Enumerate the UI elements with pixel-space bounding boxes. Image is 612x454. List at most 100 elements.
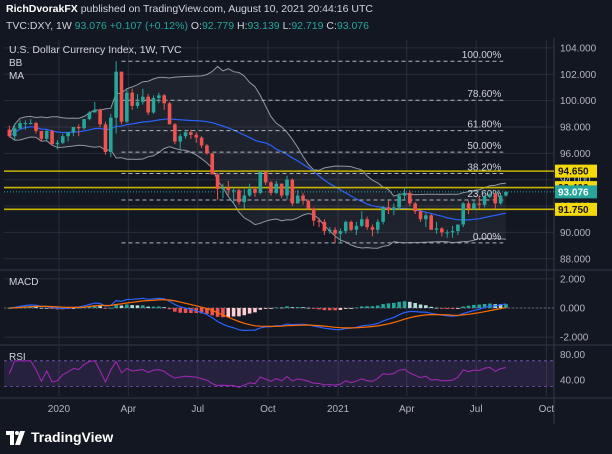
candle-body xyxy=(39,130,44,139)
y-tick-label: 90.000 xyxy=(560,228,591,239)
key-level-tag-text: 91.750 xyxy=(558,205,589,216)
high-label: H: xyxy=(237,20,248,32)
candle-body xyxy=(306,200,311,209)
key-level-tag xyxy=(555,164,597,178)
author-name[interactable]: RichDvorakFX xyxy=(6,3,78,15)
footer: TradingView xyxy=(0,424,612,454)
candle-body xyxy=(317,220,321,222)
candle-body xyxy=(12,128,17,137)
candle-body xyxy=(173,124,177,142)
candle-body xyxy=(408,192,412,204)
candle-body xyxy=(221,187,225,189)
macd-histogram-bar xyxy=(146,306,150,308)
candle-body xyxy=(375,221,380,230)
symbol-label[interactable]: TVC:DXY, 1W xyxy=(6,20,72,32)
fib-level-label: 61.80% xyxy=(467,120,501,131)
key-level-tag xyxy=(555,202,597,216)
candle-body xyxy=(231,190,236,192)
candle-body xyxy=(322,221,327,232)
macd-histogram-bar xyxy=(125,304,129,308)
candle-body xyxy=(472,203,476,209)
macd-histogram-bar xyxy=(279,307,284,309)
candle-body xyxy=(482,196,487,205)
candle-body xyxy=(119,71,124,122)
fib-level-label: 78.60% xyxy=(467,89,501,100)
x-tick-label: 2021 xyxy=(327,404,350,415)
macd-histogram-bar xyxy=(370,306,375,308)
macd-histogram-bar xyxy=(253,308,257,313)
macd-histogram-bar xyxy=(290,307,295,308)
candle-body xyxy=(285,179,289,196)
moving-average-line xyxy=(8,118,507,221)
rsi-band-fill xyxy=(4,360,554,387)
indicator-label-bb: BB xyxy=(9,58,23,69)
macd-histogram-bar xyxy=(247,308,252,314)
y-tick-label: 100.000 xyxy=(560,96,597,107)
chart-canvas[interactable]: 2020AprJulOct2021AprJulOct88.00090.00092… xyxy=(0,38,612,424)
fib-level-label: 23.60% xyxy=(467,189,501,200)
x-tick-label: Jul xyxy=(191,404,204,415)
macd-histogram-bar xyxy=(295,307,300,308)
candle-body xyxy=(498,195,503,204)
candle-body xyxy=(301,195,305,201)
candle-body xyxy=(210,153,215,175)
last-price: 93.076 xyxy=(74,20,107,32)
candle-body xyxy=(71,126,76,133)
macd-histogram-bar xyxy=(135,305,140,308)
macd-histogram-bar xyxy=(477,304,482,308)
candle-body xyxy=(18,123,22,129)
candle-body xyxy=(413,203,417,212)
macd-histogram-bar xyxy=(210,308,215,316)
macd-histogram-bar xyxy=(365,306,369,308)
low-value: 92.719 xyxy=(291,20,324,32)
fib-level-label: 0.00% xyxy=(473,232,501,243)
macd-histogram-bar xyxy=(450,308,455,309)
x-tick-label: 2020 xyxy=(48,404,71,415)
macd-histogram-bar xyxy=(34,306,38,308)
candle-body xyxy=(343,221,348,232)
candle-body xyxy=(418,211,423,220)
rsi-y-tick-label: 40.00 xyxy=(560,376,585,387)
macd-histogram-bar xyxy=(92,305,97,308)
candle-body xyxy=(434,228,439,230)
macd-histogram-bar xyxy=(386,303,391,308)
macd-histogram-bar xyxy=(226,308,231,318)
macd-histogram-bar xyxy=(413,303,417,308)
logo-text: TradingView xyxy=(31,429,114,445)
macd-histogram-bar xyxy=(44,307,49,309)
macd-histogram-bar xyxy=(354,307,359,309)
macd-histogram-bar xyxy=(189,308,193,314)
macd-histogram-bar xyxy=(311,308,316,309)
candle-body xyxy=(327,229,332,232)
x-tick-label: Oct xyxy=(260,404,276,415)
candle-body xyxy=(178,136,183,142)
candle-body xyxy=(76,126,81,129)
candle-body xyxy=(167,103,172,125)
macd-histogram-bar xyxy=(445,308,450,309)
macd-histogram-bar xyxy=(274,307,279,309)
y-tick-label: 98.000 xyxy=(560,122,591,133)
macd-histogram-bar xyxy=(343,308,348,309)
macd-histogram-bar xyxy=(178,308,183,313)
candle-body xyxy=(402,192,407,196)
tradingview-logo-icon xyxy=(6,431,25,445)
candle-body xyxy=(354,225,359,230)
key-level-tag-text: 94.650 xyxy=(558,167,589,178)
macd-histogram-bar xyxy=(349,308,353,309)
macd-histogram-bar xyxy=(162,307,166,308)
tradingview-logo[interactable]: TradingView xyxy=(6,429,113,445)
macd-histogram-bar xyxy=(375,305,380,308)
macd-histogram-bar xyxy=(173,308,177,312)
candle-body xyxy=(263,171,268,183)
close-label: C: xyxy=(326,20,337,32)
candle-body xyxy=(237,190,241,203)
macd-line xyxy=(9,297,507,332)
fib-level-label: 100.00% xyxy=(462,50,502,61)
macd-histogram-bar xyxy=(71,308,76,309)
macd-histogram-bar xyxy=(242,308,247,316)
macd-y-tick-label: 2.000 xyxy=(560,274,585,285)
bollinger-upper-line xyxy=(8,65,506,197)
candle-body xyxy=(269,182,273,193)
macd-histogram-bar xyxy=(103,308,108,309)
macd-histogram-bar xyxy=(141,305,145,308)
